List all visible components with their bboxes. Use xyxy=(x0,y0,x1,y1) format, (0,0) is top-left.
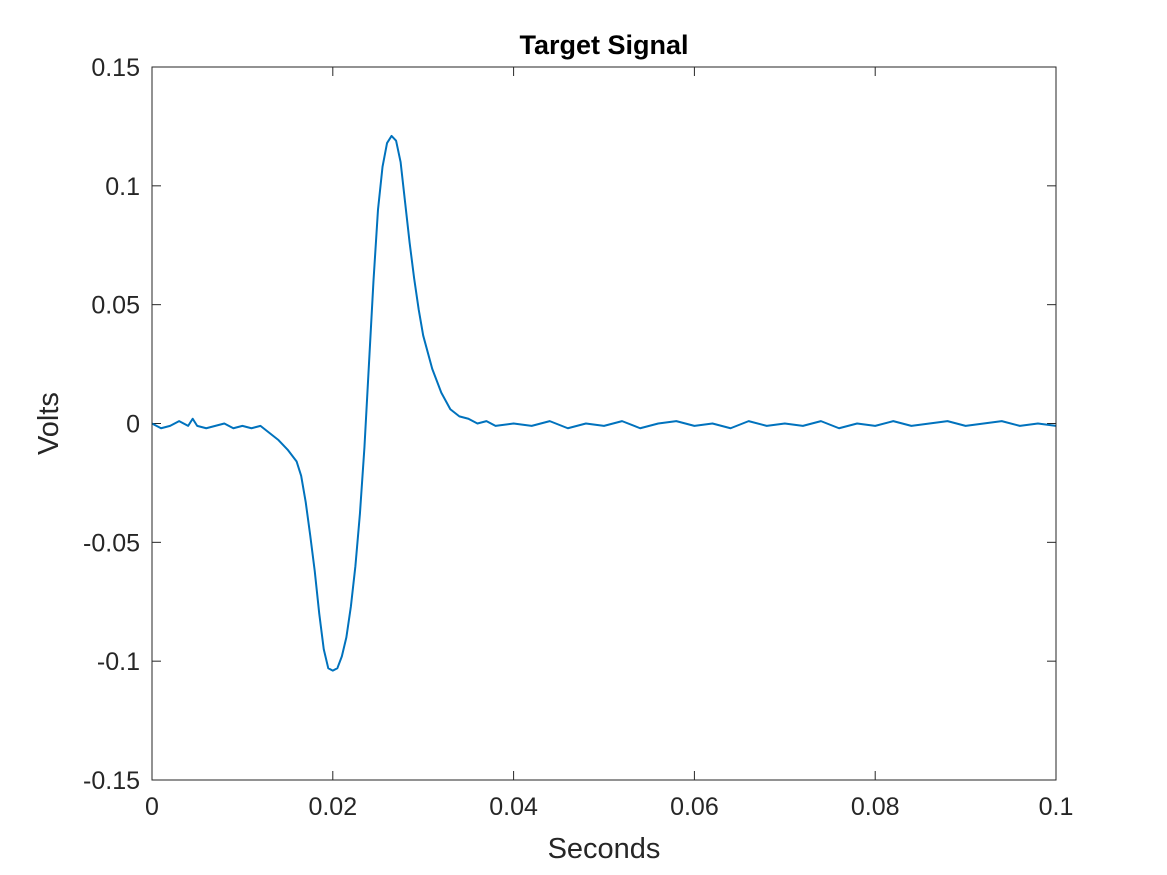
y-tick-label: -0.05 xyxy=(83,529,140,557)
plot-frame xyxy=(151,66,1057,781)
plot-lines xyxy=(151,134,1057,672)
x-tick-label: 0 xyxy=(145,793,159,821)
y-tick-label: 0 xyxy=(126,411,140,439)
y-tick-label: -0.15 xyxy=(83,767,140,795)
x-tick-label: 0.04 xyxy=(489,793,538,821)
x-tick-label: 0.02 xyxy=(308,793,357,821)
y-tick-label: 0.15 xyxy=(91,54,140,82)
x-tick-label: 0.08 xyxy=(851,793,900,821)
y-axis-label: Volts xyxy=(33,392,65,455)
y-tick-label: -0.1 xyxy=(97,648,140,676)
axis-ticks: 0 0.02 0.04 0.06 0.08 0.1 -0.15 -0.1 -0.05 0 0.05 0… xyxy=(83,54,1073,821)
x-axis-label: Seconds xyxy=(548,833,661,865)
chart-title: Target Signal xyxy=(519,30,688,60)
series-line xyxy=(151,134,1057,672)
y-tick-label: 0.1 xyxy=(105,173,140,201)
y-tick-label: 0.05 xyxy=(91,292,140,320)
x-tick-label: 0.1 xyxy=(1039,793,1074,821)
x-tick-label: 0.06 xyxy=(670,793,719,821)
